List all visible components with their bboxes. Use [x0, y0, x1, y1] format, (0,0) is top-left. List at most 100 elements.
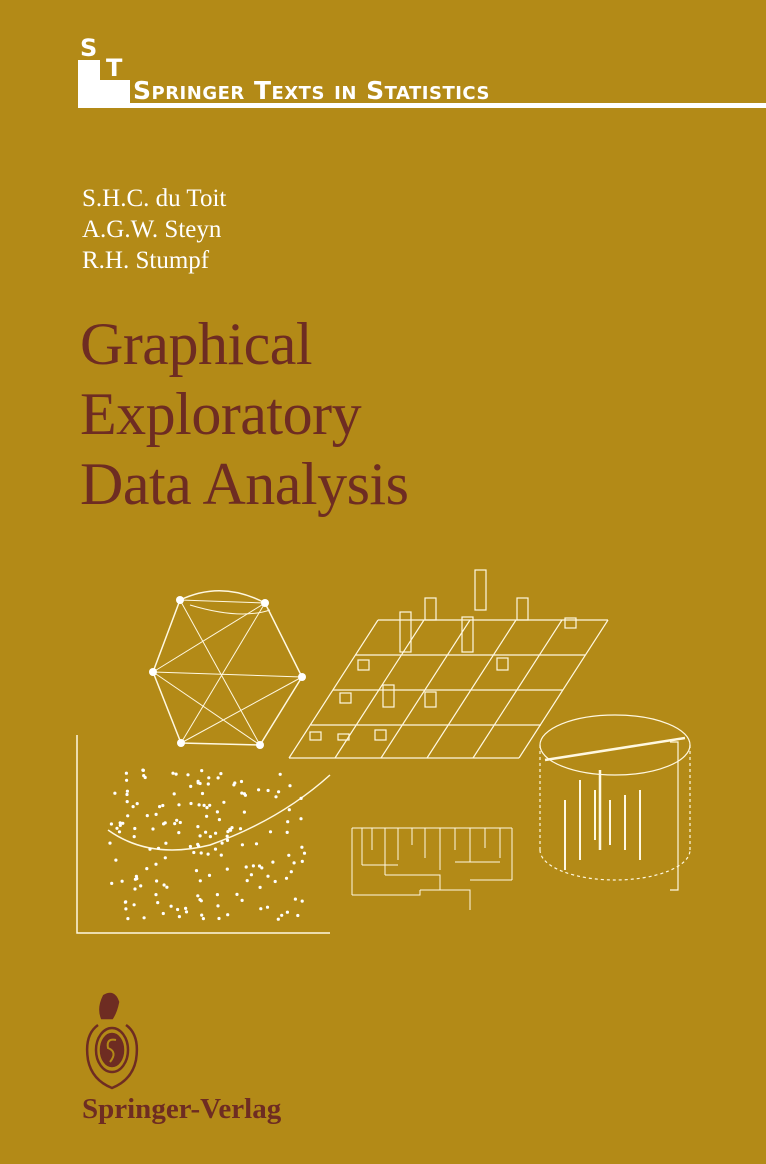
logo-letter-s: S	[80, 34, 98, 62]
scatter-dot	[126, 814, 130, 818]
scatter-dot	[134, 874, 138, 878]
scatter-dot	[219, 772, 223, 776]
scatter-dot	[280, 913, 284, 917]
scatter-dot	[115, 826, 119, 830]
scatter-dot	[154, 812, 158, 817]
scatter-dot	[145, 814, 149, 818]
scatter-dot	[216, 904, 220, 908]
bar-grid-illustration	[288, 569, 609, 759]
scatter-dot	[254, 842, 259, 846]
scatter-dot	[165, 885, 169, 889]
scatter-dot	[287, 808, 291, 812]
scatter-dot	[117, 830, 122, 834]
scatter-dot	[230, 826, 234, 830]
scatter-dot	[273, 879, 277, 884]
scatter-dot	[266, 788, 270, 793]
scatter-dot	[242, 810, 246, 814]
scatter-dot	[287, 853, 291, 857]
scatter-dot	[265, 905, 270, 909]
scatter-dot	[296, 913, 300, 918]
scatter-dot	[192, 850, 196, 855]
scatter-dot	[169, 904, 173, 908]
scatter-dot	[177, 803, 181, 807]
scatter-dot	[299, 796, 303, 801]
bar-block	[496, 657, 509, 671]
springer-horse-logo	[85, 992, 139, 1090]
scatter-dot	[156, 846, 161, 850]
scatter-dot	[198, 834, 202, 838]
scatter-dot	[142, 916, 146, 920]
scatter-dot	[239, 779, 244, 784]
scatter-dot	[205, 806, 209, 810]
scatter-dot	[271, 860, 275, 864]
scatter-dot	[238, 827, 243, 831]
scatter-dot	[266, 874, 270, 878]
logo-letter-t: T	[106, 54, 123, 82]
scatter-dot	[285, 910, 289, 914]
scatter-dot	[118, 821, 122, 825]
scatter-dot	[114, 858, 118, 862]
scatter-dot	[200, 769, 204, 773]
scatter-dot	[288, 784, 292, 788]
scatter-dot	[292, 861, 296, 865]
series-rule	[78, 103, 766, 108]
bar-block	[516, 597, 529, 621]
scatter-dot	[124, 771, 128, 775]
scatter-dot	[154, 893, 158, 897]
scatter-dot	[222, 800, 226, 804]
scatter-dot	[198, 879, 202, 883]
scatter-dot	[208, 803, 212, 807]
author-1: S.H.C. du Toit	[82, 185, 227, 212]
scatter-dot	[216, 776, 220, 780]
scatter-dot	[186, 773, 190, 777]
scatter-dot	[240, 843, 244, 847]
scatter-dot	[108, 841, 112, 845]
scatter-dot	[125, 778, 129, 782]
scatter-dot	[206, 852, 210, 856]
scatter-dot	[289, 870, 293, 874]
scatter-dot	[204, 830, 208, 834]
scatter-dot	[164, 841, 168, 845]
scatter-dot	[205, 814, 209, 818]
scatter-dot	[194, 869, 199, 873]
scatter-dot	[197, 803, 201, 807]
scatter-dot	[196, 842, 200, 847]
scatter-dot	[278, 772, 282, 776]
scatter-dot	[198, 898, 202, 902]
scatter-dot	[172, 792, 176, 796]
bar-block	[399, 611, 412, 653]
scatter-dot	[109, 822, 113, 826]
scatter-dot	[251, 864, 255, 868]
scatter-dot	[257, 864, 262, 868]
scatter-dot	[232, 783, 236, 787]
scatter-dot	[158, 805, 162, 809]
scatter-dot	[199, 851, 203, 855]
scatter-dot	[244, 865, 248, 869]
scatter-dot	[189, 801, 193, 806]
scatter-dot	[125, 792, 129, 797]
scatter-dot	[141, 768, 145, 773]
scatter-dot	[219, 853, 223, 857]
scatter-dot	[131, 805, 135, 809]
scatter-dot	[177, 915, 181, 919]
scatter-dot	[148, 847, 152, 851]
scatter-dot	[171, 771, 175, 775]
scatter-dot	[124, 907, 128, 911]
scatter-dot	[201, 917, 205, 921]
scatter-dot	[300, 899, 304, 903]
scatter-dot	[293, 897, 297, 901]
scatter-dot	[225, 867, 229, 871]
book-title-line-3: Data Analysis	[80, 451, 409, 517]
scatter-dot	[206, 782, 210, 786]
scatter-dot	[220, 841, 224, 845]
publisher-name: Springer-Verlag	[82, 1093, 282, 1125]
scatter-dot	[300, 845, 304, 849]
scatter-dot	[133, 826, 137, 831]
scatter-dot	[299, 817, 303, 821]
scatter-dot	[217, 916, 221, 921]
bar-block	[339, 692, 352, 704]
scatter-dot	[118, 823, 122, 828]
scatter-dot	[189, 784, 193, 789]
scatter-dot	[132, 903, 136, 907]
